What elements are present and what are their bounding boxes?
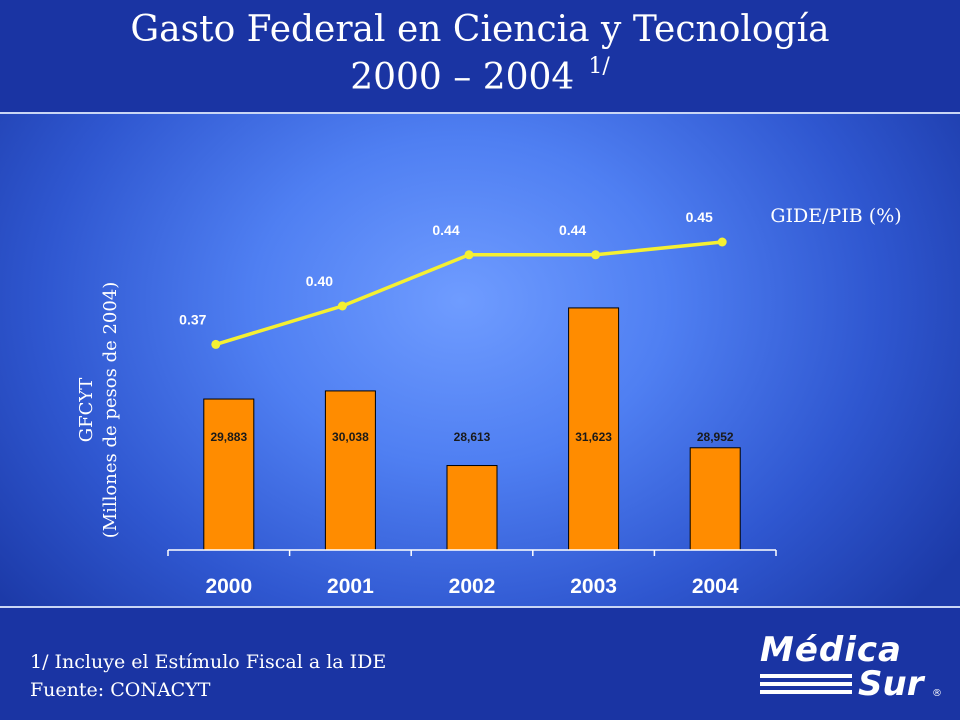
bar-value-label: 28,613: [454, 430, 491, 444]
logo-word-medica: Médica: [760, 630, 902, 670]
bar: [446, 465, 498, 551]
bar-value-label: 31,623: [575, 430, 612, 444]
line-value-label: 0.37: [179, 311, 206, 327]
line-value-label: 0.44: [559, 222, 586, 238]
y-axis-title-line-1: GFCYT: [76, 378, 97, 443]
title-line-2: 2000 – 2004 1/: [0, 54, 960, 105]
line-legend: GIDE/PIB (%): [770, 205, 901, 227]
header-band: [0, 0, 960, 112]
footer-band: [0, 608, 960, 720]
footnote: 1/ Incluye el Estímulo Fiscal a la IDE F…: [30, 648, 386, 704]
line-point: [591, 250, 601, 260]
bar-value-label: 30,038: [332, 430, 369, 444]
line-point: [211, 339, 221, 349]
title-footnote-marker: 1/: [588, 54, 610, 79]
y-axis-title: GFCYT (Millones de pesos de 2004): [76, 282, 121, 539]
line-point: [337, 301, 347, 311]
line-value-label: 0.44: [432, 222, 459, 238]
logo-stripe: [760, 682, 852, 686]
bar: [689, 447, 741, 551]
bar: [568, 307, 620, 551]
line-point: [717, 237, 727, 247]
line-point: [464, 250, 474, 260]
x-tick-label: 2003: [570, 575, 617, 598]
bar: [203, 398, 255, 551]
medica-sur-logo: Médica Sur ®: [760, 630, 942, 704]
bar-value-label: 28,952: [697, 430, 734, 444]
footer-divider: [0, 606, 960, 608]
title-line-1: Gasto Federal en Ciencia y Tecnología: [130, 9, 830, 50]
logo-stripe: [760, 690, 852, 694]
x-tick-label: 2000: [205, 575, 252, 598]
bar-value-label: 29,883: [210, 430, 247, 444]
logo-stripe: [760, 674, 852, 678]
footnote-source: Fuente: CONACYT: [30, 679, 211, 701]
line-value-label: 0.40: [306, 273, 333, 289]
line-value-label: 0.45: [686, 209, 713, 225]
bar: [324, 390, 376, 551]
logo-word-sur: Sur: [858, 664, 924, 704]
title-years: 2000 – 2004: [350, 57, 575, 98]
header-divider: [0, 112, 960, 114]
x-tick-label: 2004: [692, 575, 739, 598]
x-tick-label: 2002: [449, 575, 496, 598]
x-tick-label: 2001: [327, 575, 374, 598]
y-axis-title-line-2: (Millones de pesos de 2004): [100, 282, 121, 539]
logo-registered-mark: ®: [932, 688, 942, 699]
footnote-note: 1/ Incluye el Estímulo Fiscal a la IDE: [30, 651, 387, 673]
